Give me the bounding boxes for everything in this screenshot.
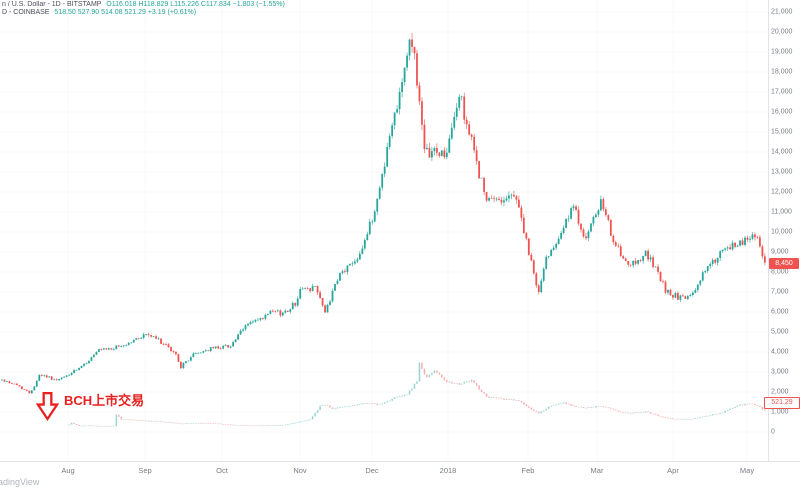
y-axis-label: 0: [771, 428, 775, 436]
y-axis-label: 15,000: [771, 128, 793, 136]
y-axis-label: 6,000: [771, 308, 789, 316]
x-axis-label: Dec: [365, 466, 379, 475]
x-axis-label: Oct: [216, 466, 228, 475]
price-axis-divider: [768, 0, 769, 461]
y-axis-label: 8,000: [771, 268, 789, 276]
last-price-badge: 8,450: [769, 257, 799, 269]
bch-listing-annotation[interactable]: BCH上市交易: [64, 393, 145, 408]
y-axis-label: 9,000: [771, 248, 789, 256]
legend: n / U.S. Dollar - 1D - BITSTAMP O116.018…: [2, 1, 285, 17]
y-axis-label: 16,000: [771, 108, 793, 116]
legend-row-main-symbol[interactable]: n / U.S. Dollar - 1D - BITSTAMP O116.018…: [2, 1, 285, 9]
y-axis-label: 7,000: [771, 288, 789, 296]
y-axis-label: 2,000: [771, 388, 789, 396]
compare-symbol-title: D - COINBASE: [2, 9, 50, 16]
y-axis-label: 12,000: [771, 188, 793, 196]
y-axis-label: 4,000: [771, 348, 789, 356]
main-symbol-title: n / U.S. Dollar - 1D - BITSTAMP: [2, 1, 102, 8]
y-axis-label: 3,000: [771, 368, 789, 376]
x-axis-label: 2018: [439, 466, 457, 475]
y-axis-label: 20,000: [771, 28, 793, 36]
compare-symbol-ohlc: 518.50 527.90 514.08 521.29 +3.19 (+0.61…: [54, 9, 197, 16]
y-axis-label: 17,000: [771, 88, 793, 96]
y-axis-label: 5,000: [771, 328, 789, 336]
x-axis-label: May: [739, 466, 755, 475]
tradingview-watermark[interactable]: adingView: [0, 477, 40, 487]
x-axis-label: Aug: [61, 466, 75, 475]
y-axis-label: 13,000: [771, 168, 793, 176]
x-axis-label: Feb: [521, 466, 535, 475]
y-axis-label: 21,000: [771, 8, 793, 16]
x-axis-label: Nov: [293, 466, 307, 475]
x-axis-label: Sep: [138, 466, 152, 475]
time-axis-divider: [0, 461, 800, 462]
y-axis-label: 1,000: [771, 408, 789, 416]
down-arrow-annotation-icon[interactable]: [35, 391, 60, 426]
main-symbol-ohlc: O116.018 H118.829 L115.226 C117.834 −1.8…: [106, 1, 285, 8]
x-axis-label: Mar: [590, 466, 604, 475]
y-axis-label: 14,000: [771, 148, 793, 156]
legend-row-compare-symbol[interactable]: D - COINBASE 518.50 527.90 514.08 521.29…: [2, 9, 285, 17]
x-axis-label: Apr: [667, 466, 679, 475]
y-axis-label: 11,000: [771, 208, 792, 216]
y-axis-label: 19,000: [771, 48, 793, 56]
y-axis-label: 18,000: [771, 68, 793, 76]
compare-price-badge: 521.29: [764, 397, 800, 409]
y-axis-label: 10,000: [771, 228, 793, 236]
